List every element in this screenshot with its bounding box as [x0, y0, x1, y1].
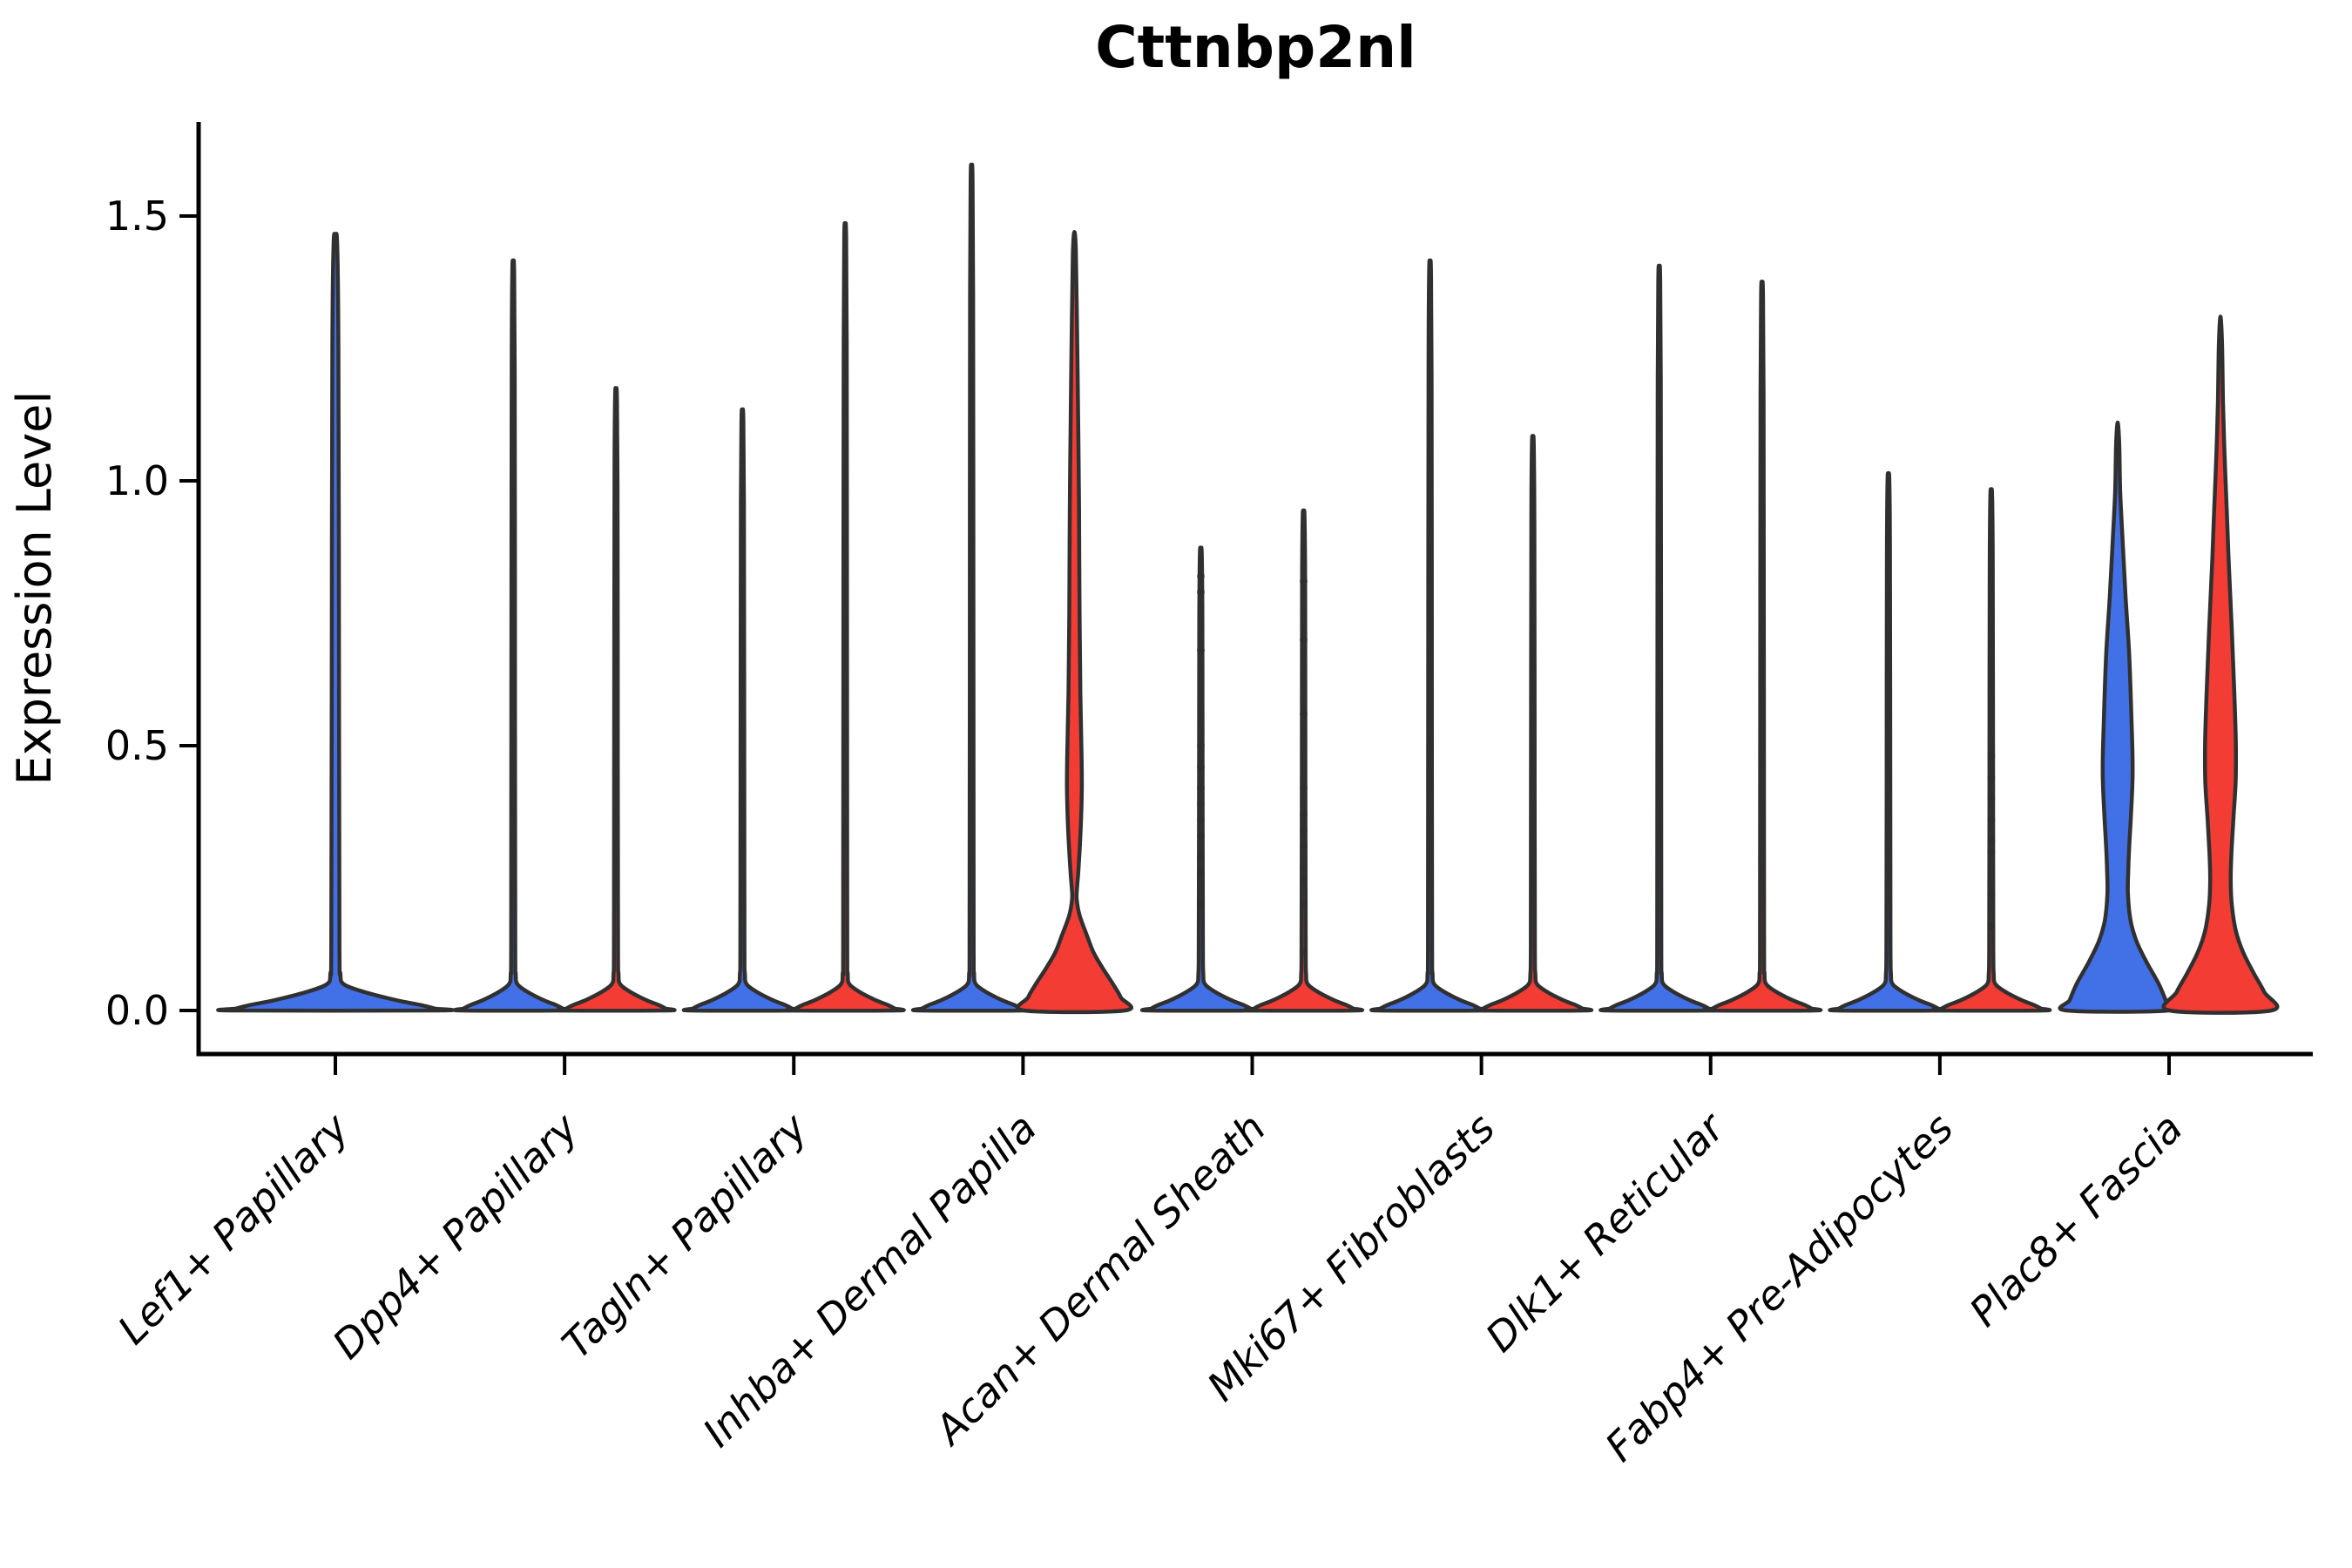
jitter-dot: [1987, 848, 1996, 856]
jitter-dot: [1987, 752, 1996, 760]
violin: [911, 162, 1032, 1013]
x-tick-label: Plac8+ Fascia: [1960, 1105, 2191, 1335]
violin: [1598, 263, 1720, 1013]
violin: [1243, 508, 1364, 1013]
y-tick-label: 0.5: [105, 722, 169, 769]
jitter-dot: [1300, 948, 1308, 956]
y-tick-label: 1.0: [105, 457, 169, 504]
jitter-dot: [1300, 578, 1308, 586]
jitter-dot: [1987, 922, 1996, 930]
violin: [1828, 470, 1950, 1013]
violin: [784, 221, 906, 1013]
x-tick-label: Dlk1+ Reticular: [1477, 1102, 1735, 1361]
y-axis-title: Expression Level: [7, 391, 62, 786]
violin: [2161, 314, 2280, 1015]
violin: [1701, 280, 1823, 1013]
jitter-dot: [1300, 710, 1308, 719]
x-tick-label: Tagln+ Papillary: [553, 1104, 817, 1368]
jitter-dot: [1197, 900, 1205, 909]
violin: [216, 232, 455, 1013]
violin: [2058, 420, 2178, 1014]
jitter-dot: [1987, 889, 1996, 898]
violin: [1472, 434, 1593, 1013]
jitter-dot: [1197, 762, 1205, 771]
jitter-dot: [1197, 800, 1205, 808]
jitter-dot: [1300, 810, 1308, 819]
jitter-dot: [1987, 836, 1996, 845]
jitter-dot: [1300, 842, 1308, 851]
jitter-dot: [1197, 815, 1205, 824]
jitter-dot: [1987, 773, 1996, 781]
violin: [681, 407, 803, 1013]
violin: [555, 386, 677, 1013]
jitter-dot: [1300, 784, 1308, 793]
violin: [1140, 545, 1261, 1013]
chart-title: Cttnbp2nl: [1095, 14, 1416, 81]
jitter-dot: [1197, 784, 1205, 793]
x-tick-label: Lef1+ Papillary: [109, 1104, 358, 1353]
jitter-dot: [1987, 815, 1996, 824]
jitter-dot: [1197, 868, 1205, 877]
jitter-dot: [1197, 831, 1205, 840]
violin: [1015, 229, 1133, 1015]
jitter-dot: [1300, 863, 1308, 872]
violin: [1369, 258, 1490, 1013]
y-tick-label: 1.5: [105, 193, 169, 240]
jitter-dot: [1300, 900, 1308, 909]
jitter-dot: [1197, 571, 1205, 580]
jitter-dot: [1197, 646, 1205, 655]
x-tick-label: Dpp4+ Papillary: [323, 1104, 587, 1368]
violin: [452, 258, 574, 1013]
violin: [1930, 487, 2052, 1013]
jitter-dot: [1197, 741, 1205, 750]
jitter-dot: [1300, 635, 1308, 644]
jitter-dot: [1197, 588, 1205, 597]
jitter-dot: [1987, 794, 1996, 803]
y-tick-label: 0.0: [105, 987, 169, 1034]
jitter-dot: [1197, 853, 1205, 862]
jitter-dot: [1300, 826, 1308, 835]
jitter-dot: [1300, 874, 1308, 882]
